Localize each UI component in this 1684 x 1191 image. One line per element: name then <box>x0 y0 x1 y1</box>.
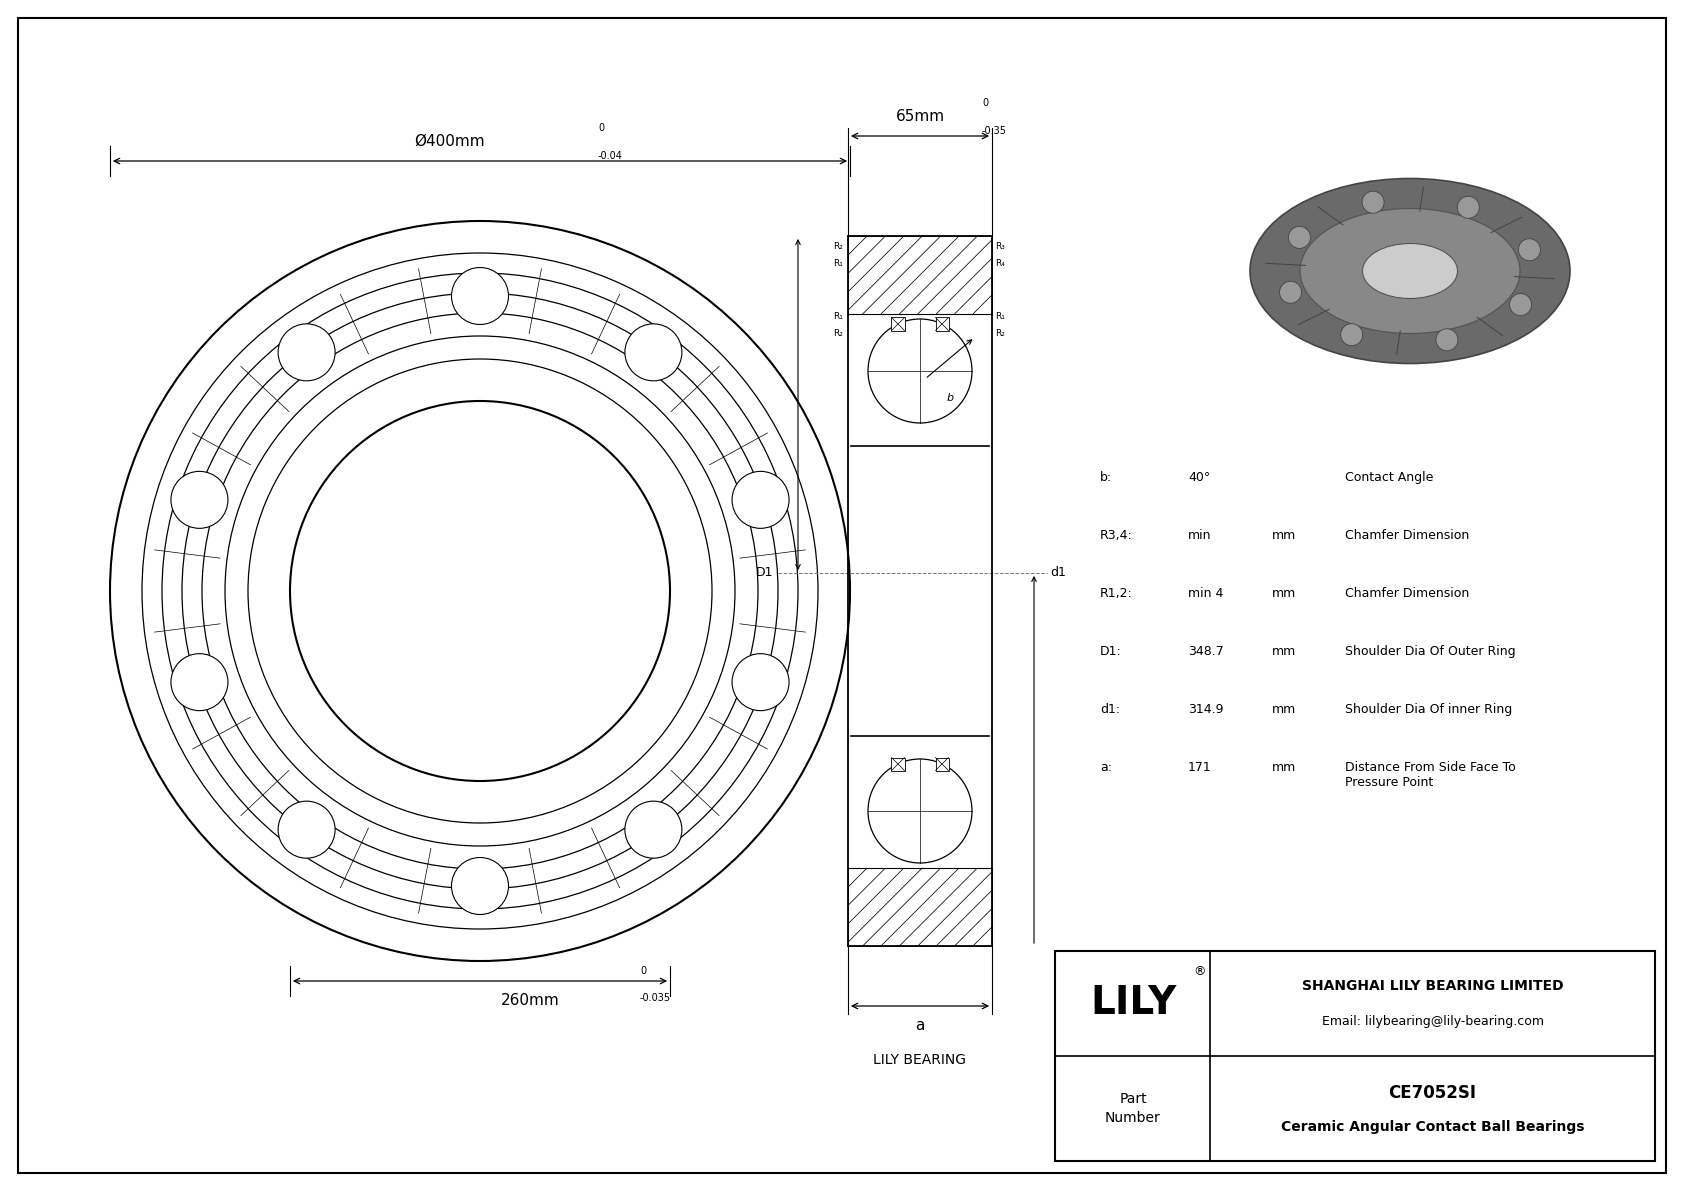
Text: -0.035: -0.035 <box>640 993 672 1003</box>
Text: R₄: R₄ <box>995 258 1005 268</box>
Text: R3,4:: R3,4: <box>1100 529 1133 542</box>
Circle shape <box>867 319 972 423</box>
Text: Chamfer Dimension: Chamfer Dimension <box>1346 587 1468 600</box>
Circle shape <box>733 654 790 711</box>
Text: 0: 0 <box>982 98 989 108</box>
Text: LILY: LILY <box>1090 985 1175 1023</box>
Text: R₃: R₃ <box>995 242 1005 251</box>
Circle shape <box>1340 324 1362 345</box>
Ellipse shape <box>1300 208 1521 333</box>
Text: 40°: 40° <box>1187 470 1211 484</box>
Text: R₂: R₂ <box>834 329 844 338</box>
Text: mm: mm <box>1271 703 1297 716</box>
Text: Email: lilybearing@lily-bearing.com: Email: lilybearing@lily-bearing.com <box>1322 1015 1544 1028</box>
Bar <box>891 318 904 330</box>
Text: mm: mm <box>1271 646 1297 657</box>
Circle shape <box>451 268 509 324</box>
Text: min 4: min 4 <box>1187 587 1223 600</box>
Text: 171: 171 <box>1187 761 1212 774</box>
Text: R₂: R₂ <box>995 329 1005 338</box>
Text: Chamfer Dimension: Chamfer Dimension <box>1346 529 1468 542</box>
Text: Distance From Side Face To
Pressure Point: Distance From Side Face To Pressure Poin… <box>1346 761 1516 788</box>
Text: 0: 0 <box>598 123 605 133</box>
Text: mm: mm <box>1271 529 1297 542</box>
Text: ®: ® <box>1192 965 1206 978</box>
Text: 65mm: 65mm <box>896 110 945 124</box>
Text: D1:: D1: <box>1100 646 1122 657</box>
Text: a: a <box>916 1018 925 1033</box>
Text: 314.9: 314.9 <box>1187 703 1224 716</box>
Circle shape <box>1288 226 1310 249</box>
Text: R1,2:: R1,2: <box>1100 587 1133 600</box>
Text: R₂: R₂ <box>834 242 844 251</box>
Bar <box>849 868 992 946</box>
Text: b:: b: <box>1100 470 1111 484</box>
Text: -0.04: -0.04 <box>598 151 623 161</box>
Circle shape <box>278 324 335 381</box>
Circle shape <box>1436 329 1458 351</box>
Text: Contact Angle: Contact Angle <box>1346 470 1433 484</box>
Circle shape <box>1509 294 1531 316</box>
Text: R₁: R₁ <box>995 312 1005 322</box>
Bar <box>936 757 948 771</box>
Circle shape <box>1457 197 1479 218</box>
Text: Shoulder Dia Of Outer Ring: Shoulder Dia Of Outer Ring <box>1346 646 1516 657</box>
Text: Shoulder Dia Of inner Ring: Shoulder Dia Of inner Ring <box>1346 703 1512 716</box>
Circle shape <box>278 802 335 859</box>
Text: Part
Number: Part Number <box>1105 1092 1160 1124</box>
Text: b: b <box>946 393 955 403</box>
Circle shape <box>1362 192 1384 213</box>
Text: Ø400mm: Ø400mm <box>414 135 485 149</box>
Text: CE7052SI: CE7052SI <box>1389 1085 1477 1103</box>
Bar <box>936 318 948 330</box>
Circle shape <box>172 654 227 711</box>
Text: min: min <box>1187 529 1211 542</box>
Text: D1: D1 <box>756 567 773 580</box>
Text: R₁: R₁ <box>834 258 844 268</box>
Circle shape <box>625 324 682 381</box>
Circle shape <box>172 472 227 529</box>
Text: R₁: R₁ <box>834 312 844 322</box>
Text: 348.7: 348.7 <box>1187 646 1224 657</box>
Text: mm: mm <box>1271 761 1297 774</box>
Text: SHANGHAI LILY BEARING LIMITED: SHANGHAI LILY BEARING LIMITED <box>1302 979 1563 992</box>
Text: mm: mm <box>1271 587 1297 600</box>
Circle shape <box>625 802 682 859</box>
Circle shape <box>733 472 790 529</box>
Ellipse shape <box>1250 179 1569 363</box>
Text: 0: 0 <box>640 966 647 975</box>
Circle shape <box>451 858 509 915</box>
Text: Ceramic Angular Contact Ball Bearings: Ceramic Angular Contact Ball Bearings <box>1282 1120 1585 1134</box>
Text: d1:: d1: <box>1100 703 1120 716</box>
Circle shape <box>867 759 972 863</box>
Circle shape <box>1280 281 1302 304</box>
Bar <box>891 757 904 771</box>
Circle shape <box>1519 238 1541 261</box>
Ellipse shape <box>1362 243 1457 299</box>
Text: LILY BEARING: LILY BEARING <box>874 1053 967 1067</box>
Text: 260mm: 260mm <box>500 993 559 1008</box>
Text: d1: d1 <box>1051 567 1066 580</box>
Text: -0.35: -0.35 <box>982 126 1007 136</box>
Text: a:: a: <box>1100 761 1111 774</box>
Bar <box>1054 950 1655 1161</box>
Bar <box>849 236 992 314</box>
